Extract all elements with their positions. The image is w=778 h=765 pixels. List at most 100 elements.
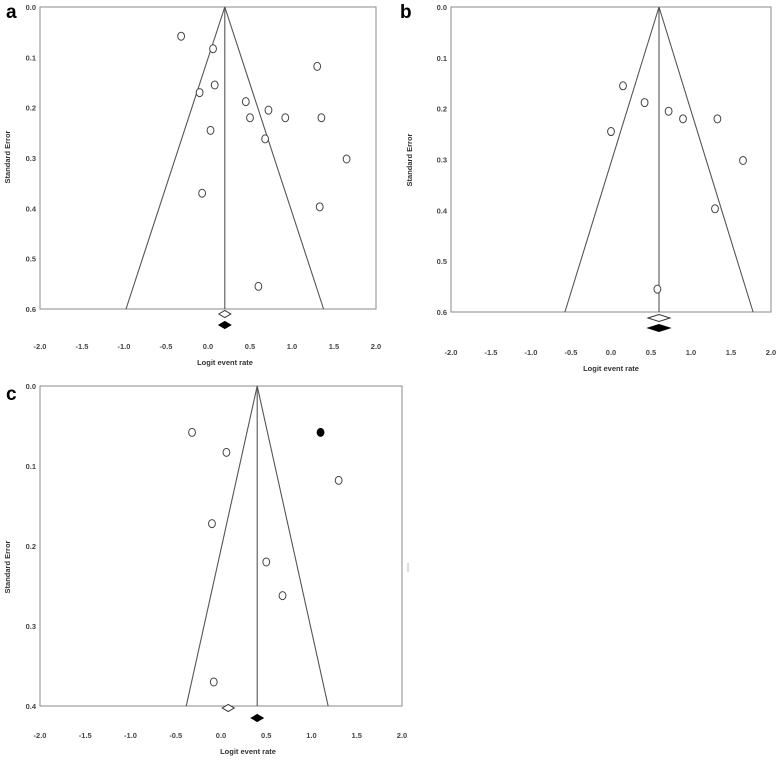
panel-a-letter: a	[6, 2, 17, 23]
panel-a-xtick: -0.5	[160, 342, 173, 351]
panel-c-xtick: 1.5	[352, 731, 362, 740]
panel-a-ytick: 0.5	[26, 255, 36, 264]
panel-a-study-point	[177, 31, 186, 41]
panel-a-ytick: 0.4	[26, 204, 37, 213]
panel-c-xtick: 0.5	[261, 731, 271, 740]
panel-b-ytick: 0.0	[437, 3, 447, 12]
panel-c-funnel-right	[256, 385, 329, 707]
panel-a-ytick: 0.3	[26, 154, 36, 163]
panel-a-study-point	[206, 125, 215, 135]
panel-b-ytick: 0.2	[437, 105, 447, 114]
panel-b-ytick: 0.5	[437, 257, 447, 266]
panel-a-study-point	[342, 154, 351, 164]
panel-a-ylabel: Standard Error	[3, 130, 12, 183]
panel-c-summary-observed	[221, 703, 236, 713]
panel-b-xtick: -0.5	[565, 348, 578, 357]
panel-a-xlabel: Logit event rate	[197, 358, 253, 367]
panel-b-letter: b	[400, 2, 412, 23]
panel-c-summary-adjusted	[250, 713, 265, 723]
panel-a-ytick: 0.6	[26, 305, 36, 314]
panel-c-ytick: 0.3	[26, 622, 36, 631]
panel-b-xtick: 1.5	[726, 348, 736, 357]
panel-a-study-point	[317, 113, 326, 123]
panel-c-letter: c	[6, 384, 17, 405]
panel-c-study-point	[222, 447, 231, 457]
panel-a-xtick: 1.0	[287, 342, 297, 351]
panel-a-xtick: 0.0	[203, 342, 213, 351]
panel-c-plot: 0.0 0.1 0.2 0.3 0.4 -2.0 -1.5 -1.0 -0.5 0.0 0.5 1.0…	[26, 382, 408, 740]
panel-b-xtick: -1.5	[485, 348, 498, 357]
panel-c-study-point	[188, 427, 196, 437]
panel-a-study-point	[264, 105, 273, 115]
panel-c-xtick: 1.0	[306, 731, 316, 740]
panel-c-imputed-point	[316, 427, 325, 437]
panel-a-ytick: 0.2	[26, 104, 36, 113]
panel-a-study-point	[198, 188, 207, 198]
panel-c-funnel-left	[185, 385, 258, 707]
panel-b-ytick: 0.6	[437, 308, 447, 317]
panel-b-summary-observed	[646, 313, 672, 323]
panel-b: b 0.0 0.1 0.2 0.3 0.4 0.5 0.6 -2.0 -1.5 -1.0 -0.5 0…	[400, 2, 776, 373]
panel-b-xtick: 2.0	[766, 348, 776, 357]
panel-a-study-point	[209, 44, 217, 54]
panel-a-xtick: -1.5	[76, 342, 89, 351]
panel-b-plot: 0.0 0.1 0.2 0.3 0.4 0.5 0.6 -2.0 -1.5 -1.0 -0.5 0.0…	[437, 3, 777, 357]
panel-b-xtick: -2.0	[445, 348, 458, 357]
panel-a-xtick: 0.5	[245, 342, 255, 351]
panel-b-frame	[450, 6, 772, 313]
panel-b-xlabel: Logit event rate	[583, 364, 639, 373]
panel-c-ylabel: Standard Error	[3, 540, 12, 593]
panel-c-ytick: 0.0	[26, 382, 36, 391]
panel-b-study-point	[739, 156, 747, 166]
panel-b-study-point	[653, 284, 662, 294]
panel-b-study-point	[607, 127, 615, 137]
panel-a-plot: 0.0 0.1 0.2 0.3 0.4 0.5 0.6 -2.0 -1.5 -1.0 -0.5 0.0…	[26, 3, 382, 351]
panel-b-study-point	[664, 106, 673, 116]
panel-c-xtick: -0.5	[169, 731, 182, 740]
panel-a-xtick: -1.0	[118, 342, 131, 351]
panel-a-summary-observed	[217, 309, 232, 319]
panel-a-study-point	[315, 202, 324, 212]
panel-a-study-point	[246, 113, 254, 123]
panel-c: c 0.0 0.1 0.2 0.3 0.4 -2.0 -1.5 -1.0 -0.5 0.0 0.5 1…	[3, 382, 407, 756]
panel-b-ylabel: Standard Error	[405, 133, 414, 186]
panel-c-ytick: 0.2	[26, 542, 36, 551]
panel-b-study-point	[619, 81, 627, 91]
panel-c-study-point	[278, 591, 287, 601]
panel-b-funnel-right	[658, 6, 754, 313]
panel-c-xtick: 2.0	[397, 731, 407, 740]
panel-b-ytick: 0.3	[437, 156, 447, 165]
panel-b-ytick: 0.4	[437, 206, 448, 215]
panel-c-xtick: 0.0	[216, 731, 226, 740]
panel-b-ytick: 0.1	[437, 54, 447, 63]
panel-a-study-point	[261, 134, 270, 144]
panel-a-funnel-right	[224, 6, 325, 310]
panel-b-study-point	[713, 114, 722, 124]
panel-b-xtick: 1.0	[686, 348, 696, 357]
panel-c-frame	[39, 385, 403, 707]
panel-a-study-point	[254, 281, 263, 291]
panel-b-xtick: 0.5	[646, 348, 656, 357]
panel-a-study-point	[210, 80, 219, 90]
panel-a-xtick: -2.0	[34, 342, 47, 351]
panel-b-xtick: -1.0	[525, 348, 538, 357]
panel-b-study-point	[679, 114, 687, 124]
panel-a-frame	[39, 6, 377, 310]
panel-a-ytick: 0.0	[26, 3, 36, 12]
panel-c-ytick: 0.4	[26, 702, 37, 711]
panel-a: a 0.00.10.20.30.40.50.6-2.0 -1.5 -1.0 -0.5 0…	[3, 2, 381, 367]
panel-b-funnel-left	[564, 6, 660, 313]
panel-a-study-point	[195, 88, 204, 98]
panel-a-funnel-left	[125, 6, 226, 310]
panel-c-study-point	[208, 519, 216, 529]
panel-c-study-point	[209, 677, 218, 687]
panel-a-study-point	[281, 113, 290, 123]
panel-a-study-point	[241, 97, 250, 107]
panel-c-xtick: -2.0	[34, 731, 47, 740]
panel-c-xlabel: Logit event rate	[220, 747, 276, 756]
panel-a-ytick: 0.1	[26, 53, 36, 62]
panel-a-summary-adjusted	[217, 320, 232, 330]
panel-b-study-point	[640, 98, 649, 108]
panel-c-ytick: 0.1	[26, 462, 36, 471]
